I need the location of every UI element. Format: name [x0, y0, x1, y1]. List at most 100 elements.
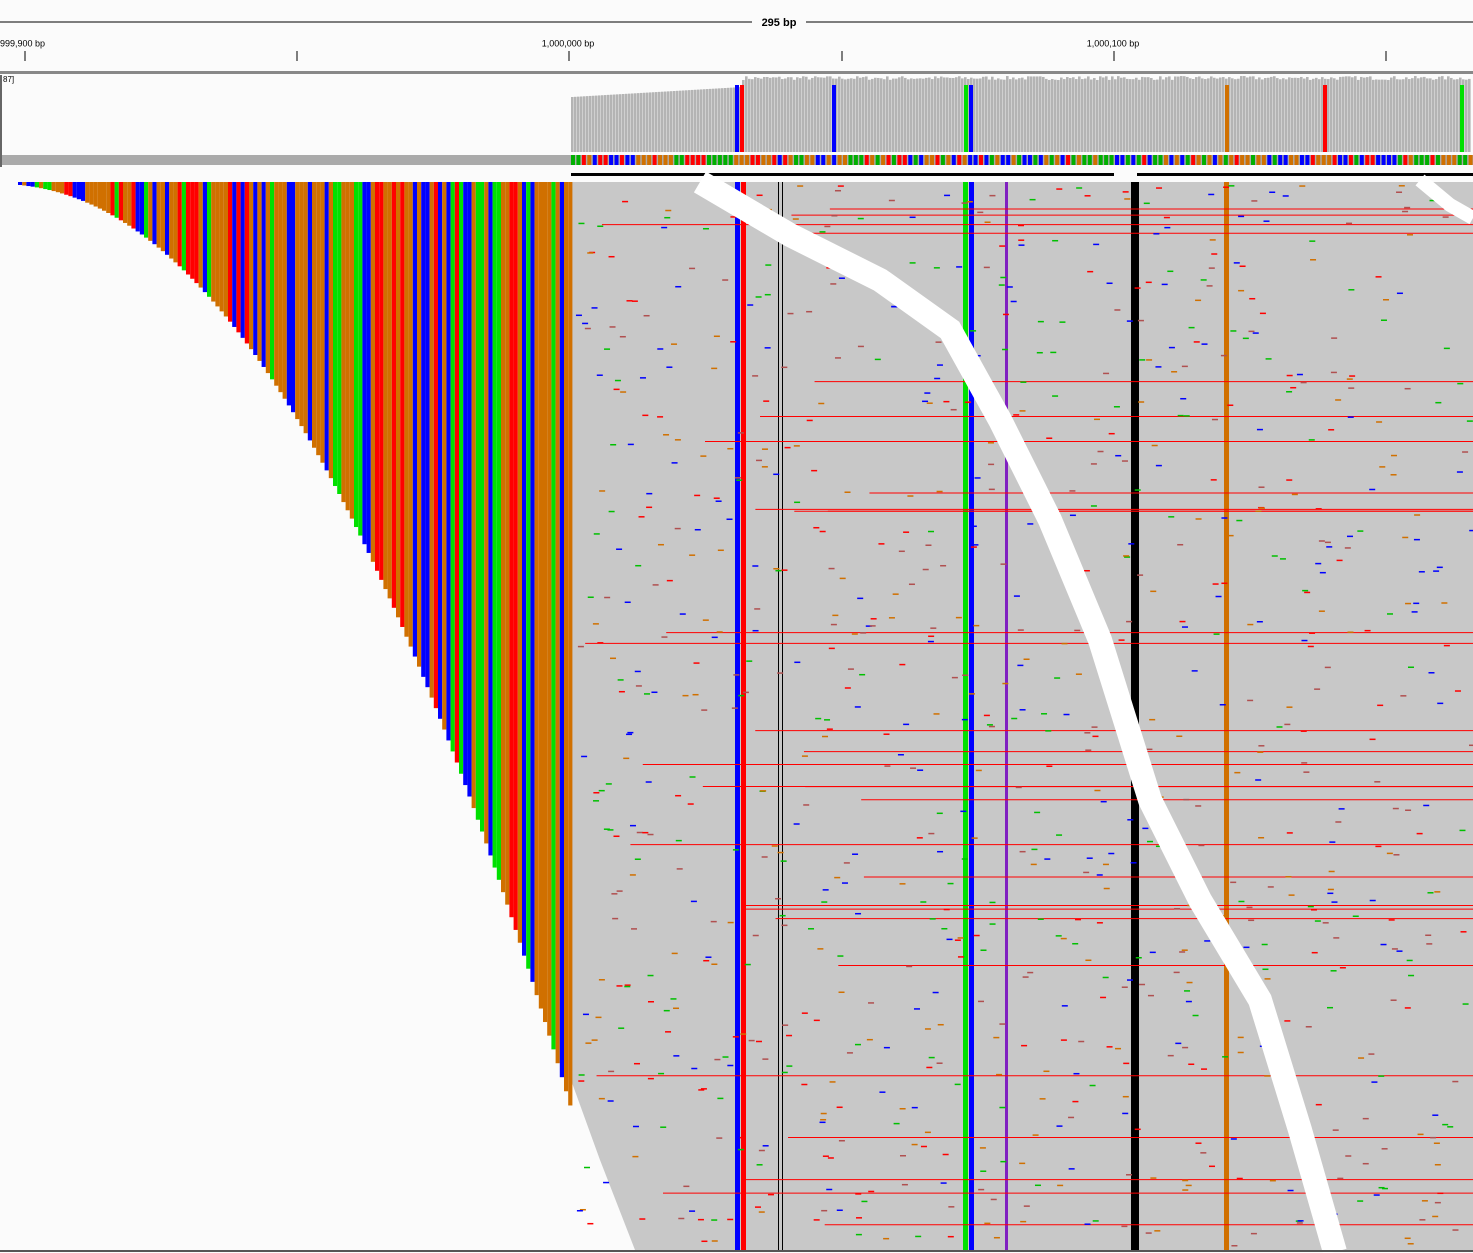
sequence-base [1251, 155, 1255, 165]
coverage-bar [991, 76, 994, 152]
mismatch [973, 624, 980, 627]
mismatch [1181, 365, 1188, 368]
coverage-bar [1144, 77, 1147, 152]
soft-clip [43, 182, 48, 190]
mismatch [1188, 1063, 1195, 1066]
mismatch [1332, 1129, 1339, 1131]
coverage-bar [799, 78, 802, 152]
sequence-base [1049, 155, 1054, 165]
mismatch [690, 900, 697, 903]
span-label: 295 bp [762, 17, 797, 29]
mismatch [1349, 375, 1356, 377]
mismatch [829, 1081, 836, 1083]
mismatch [1138, 401, 1145, 403]
coverage-bar [835, 78, 838, 152]
mismatch [663, 434, 670, 436]
mismatch [1252, 332, 1259, 334]
coverage-bar [1342, 76, 1345, 152]
mismatch [1386, 852, 1393, 855]
mismatch [1227, 534, 1234, 537]
mismatch [1113, 406, 1120, 408]
mismatch [1328, 870, 1335, 873]
mismatch [1347, 631, 1354, 634]
mismatch [1002, 313, 1009, 316]
soft-clip [232, 182, 237, 327]
mismatch [597, 642, 604, 644]
coverage-bar [1288, 77, 1291, 152]
mismatch [1213, 633, 1220, 635]
coverage-bar [1072, 77, 1075, 152]
coverage-bar [775, 77, 778, 152]
mismatch [898, 550, 905, 553]
coverage-bar [1213, 77, 1216, 152]
coverage-bar [997, 78, 1000, 152]
sequence-base [1321, 155, 1326, 165]
mismatch [1287, 1189, 1294, 1192]
mismatch [1124, 556, 1131, 558]
coverage-bar [874, 77, 877, 152]
mismatch [1139, 359, 1146, 361]
coverage-bar [1405, 77, 1408, 152]
variant-column [778, 182, 779, 1250]
sequence-base [1338, 155, 1343, 165]
mismatch [820, 1118, 827, 1121]
coverage-bar [1189, 78, 1192, 152]
mismatch [865, 625, 872, 627]
mismatch [1318, 610, 1325, 612]
mismatch [1108, 852, 1115, 855]
mismatch [996, 1073, 1003, 1076]
mismatch [1201, 1068, 1208, 1070]
soft-clip [160, 182, 165, 252]
variant-column [969, 182, 974, 1250]
soft-clip [261, 182, 266, 367]
mismatch [827, 1157, 834, 1159]
mismatch [1017, 664, 1024, 667]
mismatch [1034, 811, 1041, 814]
coverage-bar [583, 96, 586, 152]
coverage-bar [1171, 79, 1174, 152]
mismatch [607, 1100, 614, 1102]
coverage-bar [880, 78, 883, 152]
mismatch [929, 918, 936, 920]
mismatch [1296, 373, 1303, 376]
soft-clip [517, 182, 522, 943]
coverage-bar [787, 77, 790, 152]
sequence-base [761, 155, 766, 165]
mismatch [665, 1031, 672, 1033]
mismatch [647, 833, 654, 836]
soft-clip [505, 182, 510, 905]
mismatch [603, 828, 610, 830]
soft-clip [383, 182, 388, 590]
mismatch [737, 432, 744, 434]
coverage-bar [619, 94, 622, 152]
mismatch [694, 528, 701, 531]
soft-clip [207, 182, 212, 297]
mismatch [808, 928, 815, 930]
mismatch [1233, 262, 1240, 264]
mismatch [822, 735, 829, 738]
mismatch [1084, 732, 1091, 734]
mismatch [1126, 620, 1133, 623]
mismatch [946, 938, 953, 941]
mismatch [1102, 863, 1109, 866]
coverage-bar [1339, 76, 1342, 152]
sequence-base [739, 155, 744, 165]
mismatch [700, 455, 707, 457]
mismatch [1139, 983, 1146, 986]
coverage-bar [604, 95, 607, 152]
mismatch [1255, 779, 1262, 781]
mismatch [701, 709, 708, 711]
sequence-base [1392, 155, 1397, 165]
coverage-bar [1432, 79, 1435, 152]
mismatch [671, 343, 678, 345]
mismatch [711, 963, 718, 966]
soft-clip [303, 182, 308, 434]
mismatch [1000, 276, 1007, 279]
mismatch [1393, 854, 1400, 856]
mismatch [1434, 891, 1441, 893]
mismatch [1346, 378, 1353, 380]
mismatch [1019, 1162, 1026, 1165]
mismatch [616, 548, 623, 550]
mismatch [639, 1218, 646, 1220]
mismatch [1413, 538, 1420, 541]
